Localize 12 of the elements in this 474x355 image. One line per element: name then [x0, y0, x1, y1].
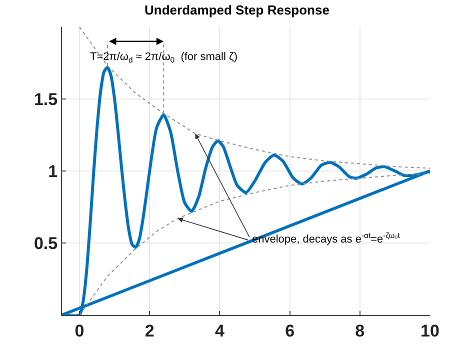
- x-tick-label: 6: [285, 321, 295, 340]
- annotation: T=2π/ω$_{d}$ ≈ 2π/ω$_{0}$ (for small ζ): [90, 51, 238, 64]
- annotation: envelope, decays as e$^{-αt}$=e$^{-ζω₀t}$: [252, 231, 401, 246]
- chart-title: Underdamped Step Response: [144, 2, 330, 18]
- x-tick-label: 4: [214, 321, 225, 340]
- x-tick-label: 2: [144, 321, 154, 340]
- y-tick-label: 1: [48, 162, 58, 181]
- y-tick-label: 1.5: [34, 90, 58, 109]
- x-tick-label: 0: [74, 321, 84, 340]
- x-tick-label: 8: [355, 321, 365, 340]
- y-tick-label: 0.5: [34, 234, 58, 253]
- x-tick-label: 10: [420, 321, 440, 340]
